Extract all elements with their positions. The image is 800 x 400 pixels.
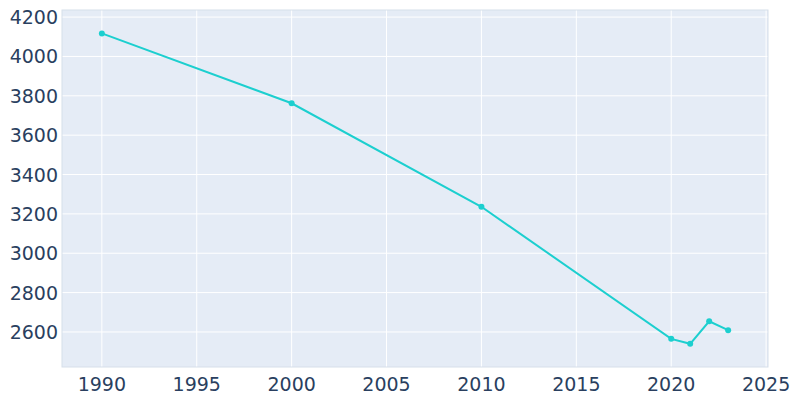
y-tick-label: 4200 [10,6,58,28]
x-tick-label: 2015 [552,373,600,395]
x-tick-label: 2000 [267,373,315,395]
marker [668,336,674,342]
marker [289,100,295,106]
y-tick-label: 3000 [10,242,58,264]
x-grid-line [481,10,482,367]
plot-area [62,10,768,367]
y-grid-line [62,213,768,214]
x-grid-line [576,10,577,367]
y-grid-line [62,95,768,96]
y-tick-label: 2600 [10,321,58,343]
y-grid-line [62,292,768,293]
y-tick-label: 3200 [10,203,58,225]
y-tick-label: 3800 [10,85,58,107]
plot-frame [62,10,768,367]
y-grid-line [62,135,768,136]
marker [687,341,693,347]
x-tick-label: 1990 [78,373,126,395]
x-grid-line [671,10,672,367]
y-tick-label: 3600 [10,124,58,146]
series [99,30,731,346]
marker [478,204,484,210]
x-tick-label: 1995 [173,373,221,395]
x-tick-label: 2005 [362,373,410,395]
y-tick-label: 2800 [10,282,58,304]
x-grid-line [196,10,197,367]
marker [706,318,712,324]
y-tick-label: 4000 [10,45,58,67]
line [102,33,728,343]
x-grid-line [101,10,102,367]
y-grid-line [62,17,768,18]
marker [99,30,105,36]
x-grid-line [386,10,387,367]
y-tick-label: 3400 [10,164,58,186]
grid [62,10,768,367]
y-grid-line [62,174,768,175]
x-tick-label: 2025 [742,373,790,395]
x-grid-line [291,10,292,367]
x-grid-line [766,10,767,367]
y-grid-line [62,253,768,254]
x-tick-label: 2010 [457,373,505,395]
chart: 2600 2800 3000 3200 3400 3600 3800 4000 4200 1990… [0,0,800,400]
marker [725,327,731,333]
x-tick-label: 2020 [647,373,695,395]
